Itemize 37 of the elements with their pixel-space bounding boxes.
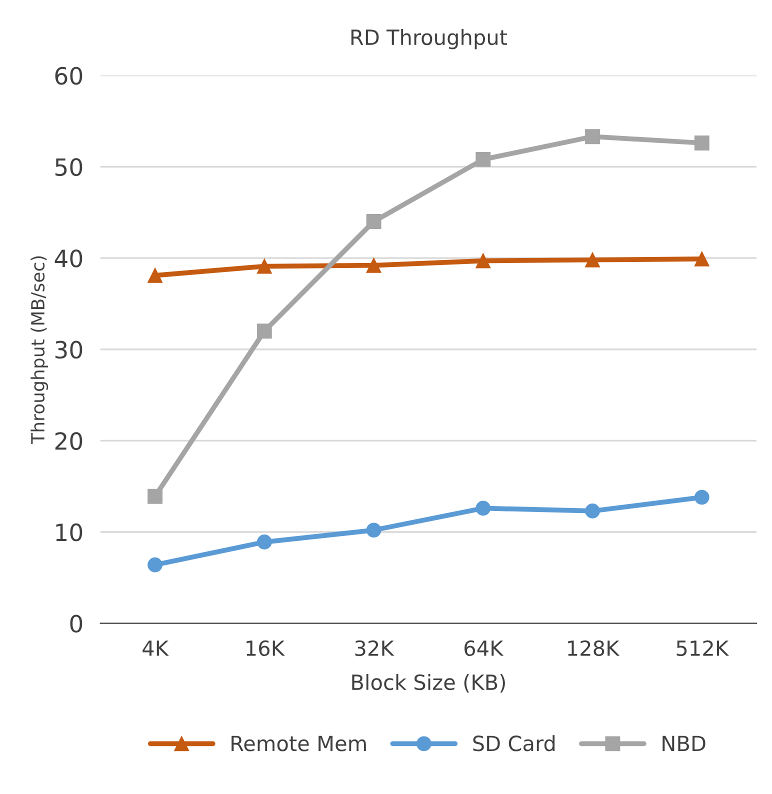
point (256, 258, 272, 274)
point (148, 557, 163, 572)
point (476, 500, 491, 516)
x-tick-label: 64K (464, 640, 504, 656)
y-axis-title: Throughput (MB/sec) (30, 256, 48, 444)
x-tick-label: 4K (142, 640, 169, 656)
point (366, 214, 382, 229)
x-tick-label: 128K (568, 640, 620, 656)
legend-label: SD Card (473, 735, 555, 752)
point (585, 504, 600, 518)
point (148, 268, 163, 283)
point (585, 252, 600, 268)
point (256, 324, 272, 339)
point (585, 129, 600, 144)
point (694, 136, 710, 150)
x-tick-label: 512K (676, 640, 730, 656)
legend-label: Remote Mem (232, 736, 366, 752)
y-tick-label: 40 (54, 249, 82, 268)
x-tick-label: 16K (246, 640, 285, 656)
y-tick-label: 10 (56, 523, 82, 542)
point (694, 490, 710, 505)
point (148, 488, 163, 504)
y-tick-label: 60 (55, 66, 82, 85)
y-tick-label: 20 (55, 432, 82, 450)
point (476, 152, 491, 167)
point (694, 252, 710, 266)
point (256, 534, 272, 550)
point (366, 522, 382, 538)
y-tick-label: 30 (55, 340, 82, 359)
x-tick-label: 32K (355, 640, 394, 656)
point (476, 253, 491, 268)
point (366, 258, 382, 273)
y-tick-label: 0 (70, 614, 82, 633)
chart-title: RD Throughput (351, 29, 508, 50)
x-axis-title: Block Size (KB) (352, 674, 505, 693)
y-tick-label: 50 (55, 158, 82, 176)
legend-label: NBD (662, 736, 706, 752)
